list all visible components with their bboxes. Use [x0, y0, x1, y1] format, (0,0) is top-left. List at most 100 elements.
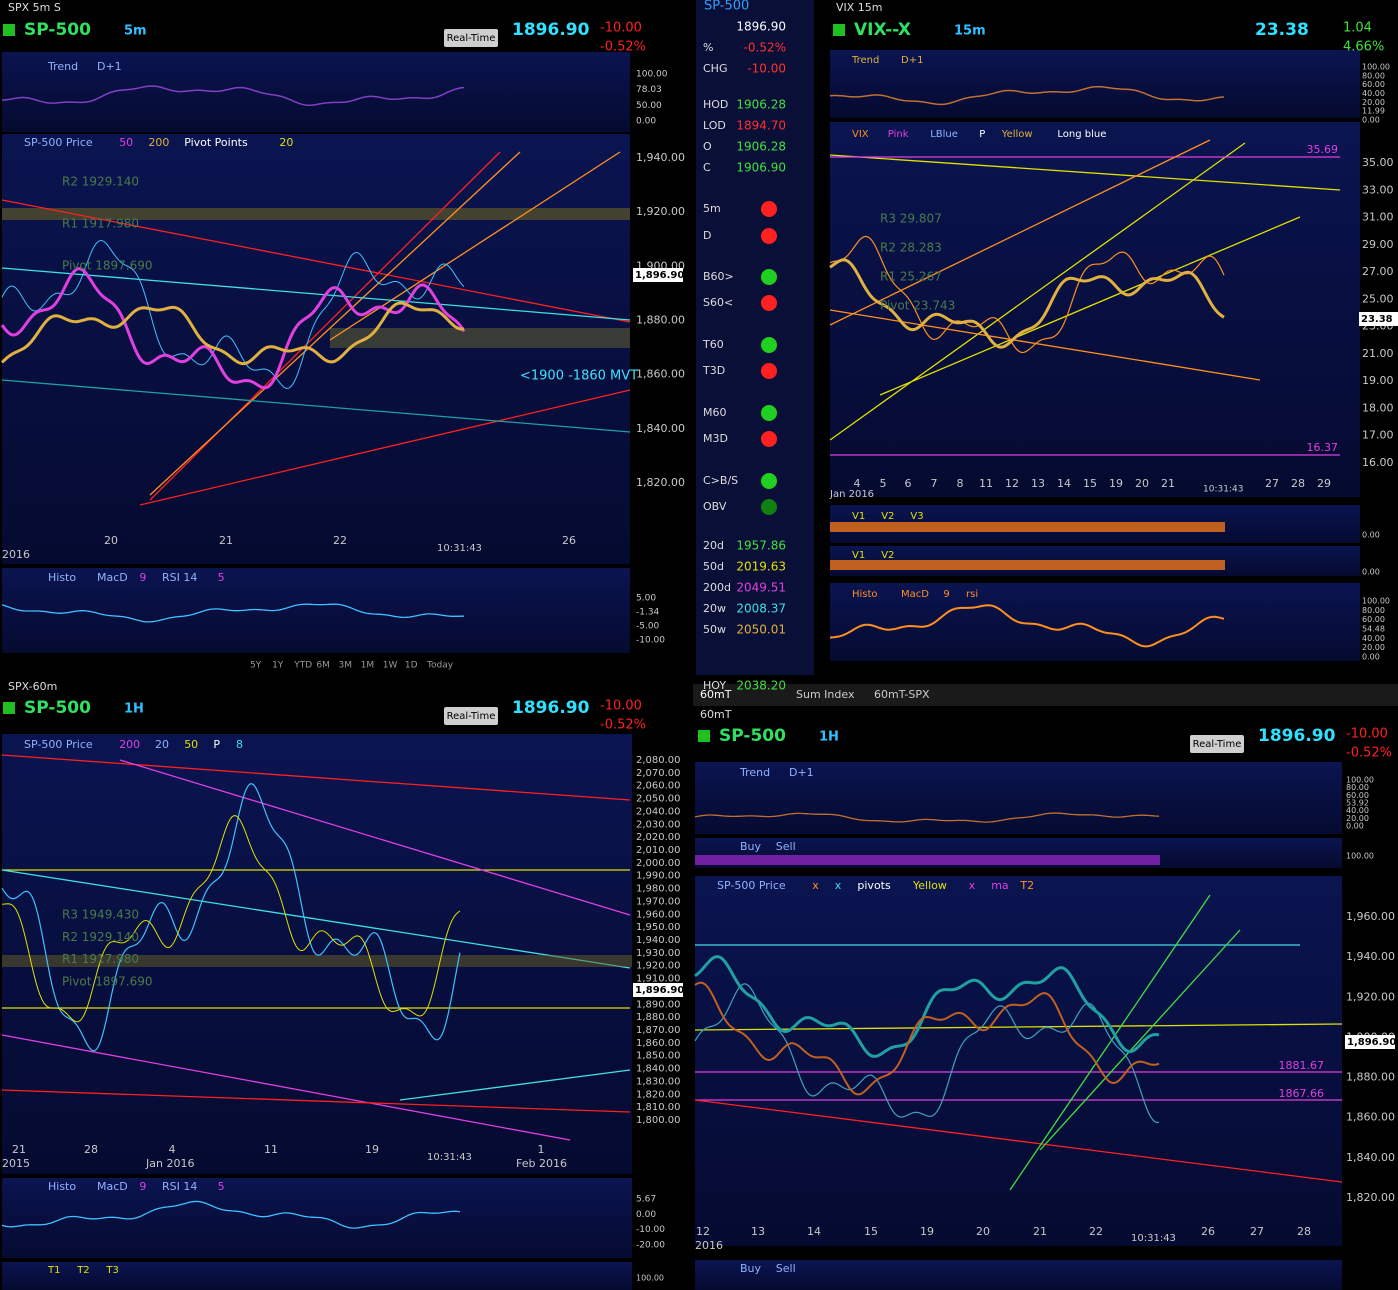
tick: 60.00 [1346, 791, 1369, 800]
last-price-box [633, 983, 683, 997]
label: 20d [703, 539, 724, 552]
quote-value: 1896.90 [736, 20, 786, 34]
tick: 100.00 [636, 70, 668, 80]
x-tick-label: 22 [333, 534, 347, 547]
tick: 54.48 [1362, 625, 1385, 634]
pivot-label: R2 1929.140 [62, 175, 139, 189]
tab: 60mT [700, 688, 732, 701]
study-label: T1 [47, 1265, 60, 1276]
cross-icon [698, 730, 710, 742]
study-label: Histo [48, 571, 76, 584]
x-tick-label: 11 [264, 1143, 278, 1156]
y-tick-label: 1,820.00 [636, 476, 685, 489]
pane [695, 876, 1342, 1246]
study-label: Pink [888, 129, 909, 140]
realtime: Real-Time [447, 33, 496, 44]
trace [1, 783, 461, 1052]
quote-value: 2019.63 [736, 560, 786, 574]
range-button: Today [426, 661, 454, 671]
x-tick-label: 20 [976, 1225, 990, 1238]
x-tick-label: 1 [538, 1143, 545, 1156]
study-label: T2 [1019, 879, 1034, 892]
x-tick-label: 20 [104, 534, 118, 547]
change-pct: -0.52% [1346, 746, 1392, 761]
window-title: 60mT [700, 708, 732, 721]
x-tick-label: 13 [1031, 477, 1045, 490]
study-label: 9 [139, 571, 146, 584]
realtime-button [444, 707, 498, 725]
last-price: 1,896.90 [1347, 1037, 1396, 1048]
y-tick-label: 1,950.00 [636, 922, 681, 933]
symbol: SP-500 [719, 726, 786, 746]
tick: -1.34 [636, 608, 660, 618]
tick: 0.00 [636, 1210, 656, 1220]
x-tick-label: 21 [12, 1143, 26, 1156]
label: HOY [703, 679, 726, 692]
x-tick-label: 22 [1089, 1225, 1103, 1238]
level-label: 16.37 [1307, 441, 1339, 454]
study-label: 50 [184, 738, 198, 751]
study-label: 9 [943, 589, 949, 600]
study-label: Sell [776, 1262, 796, 1275]
y-tick-label: 1,960.00 [636, 909, 681, 920]
study-label: V3 [910, 511, 923, 522]
x-sub-label: Jan 2016 [145, 1157, 194, 1170]
study-label: 5 [218, 571, 225, 584]
y-tick-label: 16.00 [1362, 456, 1394, 469]
y-tick-label: 1,830.00 [636, 1076, 681, 1087]
tick: 0.00 [1346, 822, 1364, 831]
x-tick-label: 27 [1265, 477, 1279, 490]
time: 10:31:43 [1131, 1233, 1176, 1244]
change: -10.00 [600, 699, 642, 714]
change: -10.00 [1346, 727, 1388, 742]
quote-value: 2050.01 [736, 623, 786, 637]
time: 10:31:43 [427, 1152, 472, 1163]
study-label: T2 [76, 1265, 89, 1276]
y-tick-label: 17.00 [1362, 429, 1394, 442]
symbol: SP-500 [704, 0, 749, 14]
quote-value: -10.00 [747, 62, 786, 76]
quote-value: 2049.51 [736, 581, 786, 595]
trace [1, 815, 461, 1023]
pane [830, 122, 1360, 497]
tick: 60.00 [1362, 615, 1385, 624]
pane [830, 583, 1360, 661]
x-tick-label: 27 [1250, 1225, 1264, 1238]
y-tick-label: 1,800.00 [636, 1115, 681, 1126]
symbol: SP-500 [24, 698, 91, 718]
study-label: 5 [218, 1180, 225, 1193]
time: 10:31:43 [437, 543, 482, 554]
signal-dot [761, 269, 777, 285]
label: 20w [703, 602, 726, 615]
range-button: 1Y [272, 661, 284, 671]
signal-dot [761, 295, 777, 311]
x-tick-label: 28 [84, 1143, 98, 1156]
y-tick-label: 18.00 [1362, 401, 1394, 414]
y-tick-label: 2,020.00 [636, 832, 681, 843]
trace [694, 955, 1160, 1058]
x-tick-label: 14 [1057, 477, 1071, 490]
trace [694, 981, 1160, 1096]
change: 1.04 [1343, 21, 1372, 36]
pivot-label: R1 1917.980 [62, 217, 139, 231]
interval: 1H [819, 730, 839, 745]
y-tick-label: 1,880.00 [636, 314, 685, 327]
change-pct: -0.52% [600, 718, 646, 733]
study-label: 50 [119, 136, 133, 149]
x-tick-label: 28 [1291, 477, 1305, 490]
price: 1896.90 [512, 20, 590, 40]
signal-label: M3D [703, 432, 728, 445]
symbol: VIX--X [854, 20, 911, 40]
window-title: SPX 5m S [8, 1, 61, 14]
tick: 100.00 [1362, 597, 1390, 606]
y-tick-label: 2,070.00 [636, 768, 681, 779]
y-tick-label: 1,940.00 [636, 151, 685, 164]
cross-icon [833, 24, 845, 36]
x-tick-label: 19 [920, 1225, 934, 1238]
study-label: Long blue [1057, 129, 1106, 140]
trace [829, 604, 1225, 648]
x-tick-label: 6 [905, 477, 912, 490]
study-label: V2 [881, 511, 894, 522]
